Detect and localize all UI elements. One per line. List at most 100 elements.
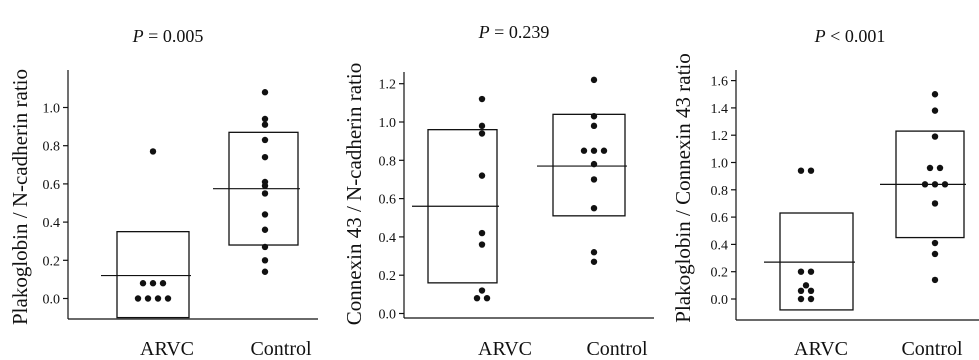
data-point [261,226,269,233]
dots [797,91,949,303]
y-axis-label: Plakoglobin / Connexin 43 ratio [671,53,695,322]
data-point [261,268,269,275]
data-point [590,258,598,265]
data-point [261,211,269,218]
sd-box-arvc [116,230,190,319]
data-point [149,280,157,287]
panel-3: P < 0.001 Plakoglobin / Connexin 43 rati… [671,26,979,360]
data-point [797,268,805,275]
y-tick-label: 0.4 [43,216,61,231]
data-point [590,249,598,256]
data-point [261,257,269,264]
data-point [261,243,269,251]
data-point [931,250,939,258]
data-point [797,295,805,303]
sd-box-control [552,113,626,217]
boxes [764,130,966,311]
data-point [926,164,934,172]
data-point [797,167,805,174]
data-point [931,133,939,140]
y-tick-label: 0.6 [711,211,729,226]
category-label-arvc: ARVC [140,338,194,360]
y-tick-label: 0.2 [379,269,397,284]
data-point [931,200,939,207]
data-point [931,239,939,247]
y-axis-label: Connexin 43 / N-cadherin ratio [342,63,366,325]
y-tick-label: 0.8 [43,140,61,155]
y-tick-label: 1.0 [43,102,61,117]
data-point [590,176,598,183]
data-point [807,268,815,275]
data-point [931,91,939,98]
data-point [483,294,491,302]
sd-box-arvc [779,212,854,311]
y-tick-label: 1.2 [711,129,729,144]
category-label-control: Control [250,338,312,360]
y-tick-label: 1.0 [711,157,729,172]
y-tick-label: 0.0 [379,308,397,323]
y-tick-label: 1.2 [379,78,397,93]
data-point [149,148,157,155]
data-point [478,287,486,294]
data-point [478,95,486,103]
data-point [931,181,939,188]
data-point [478,229,486,237]
y-axis: 0.0 0.2 0.4 0.6 0.8 1.0 [43,70,318,320]
data-point [144,295,152,302]
y-tick-label: 0.2 [43,254,61,269]
data-point [478,172,486,179]
data-point [921,181,929,188]
data-point [590,113,598,120]
data-point [261,115,269,123]
y-ticks: 0.0 0.2 0.4 0.6 0.8 1.0 1.2 [379,78,404,323]
y-tick-label: 1.4 [711,102,729,117]
category-label-arvc: ARVC [794,338,848,360]
data-point [807,167,815,174]
data-point [797,287,805,295]
data-point [931,107,939,114]
y-axis: 0.0 0.2 0.4 0.6 0.8 1.0 1.2 [379,72,654,323]
y-ticks: 0.0 0.2 0.4 0.6 0.8 1.0 [43,102,68,308]
y-tick-label: 0.0 [43,293,61,308]
p-value-annotation: P < 0.001 [814,26,886,46]
data-point [261,89,269,96]
y-tick-label: 1.0 [379,116,397,131]
data-point [261,182,269,190]
y-axis-label: Plakoglobin / N-cadherin ratio [8,69,32,325]
data-point [807,287,815,295]
data-point [931,276,939,284]
y-tick-label: 0.0 [711,293,729,308]
y-tick-label: 0.6 [379,193,397,208]
data-point [473,294,481,302]
data-point [261,190,269,197]
data-point [590,160,598,168]
y-tick-label: 0.4 [711,238,729,253]
category-label-control: Control [586,338,648,360]
p-value-annotation: P = 0.005 [132,26,204,46]
data-point [802,282,810,289]
category-label-arvc: ARVC [478,338,532,360]
data-point [590,147,598,154]
data-point [159,280,167,287]
data-point [478,130,486,137]
dots [134,89,269,302]
data-point [261,121,269,128]
panel-1: P = 0.005 Plakoglobin / N-cadherin ratio… [8,26,318,360]
data-point [139,280,147,287]
data-point [600,147,608,154]
p-value-annotation: P = 0.239 [478,22,550,42]
data-point [478,241,486,248]
data-point [164,295,172,302]
data-point [261,153,269,161]
y-axis: 0.0 0.2 0.4 0.6 0.8 1.0 1.2 1.4 1.6 [711,70,979,321]
data-point [134,295,142,302]
data-point [941,181,949,188]
dots [473,76,608,302]
data-point [807,295,815,303]
panel-2: P = 0.239 Connexin 43 / N-cadherin ratio… [342,22,654,360]
y-tick-label: 0.4 [379,231,397,246]
data-point [590,204,598,212]
category-label-control: Control [901,338,963,360]
boxes [101,131,300,319]
